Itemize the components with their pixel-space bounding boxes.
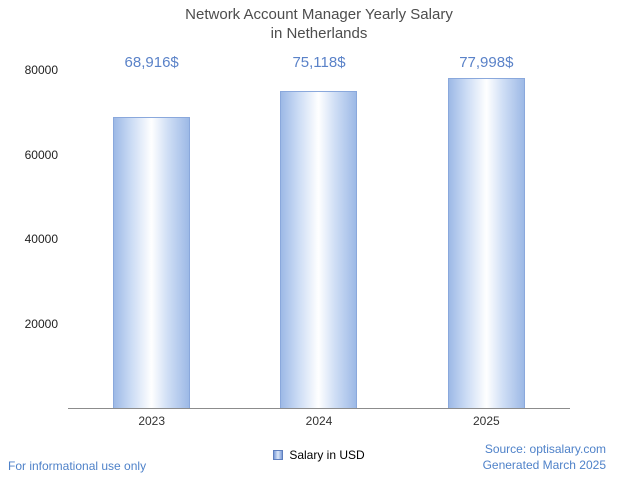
bar-value-label-2024: 75,118$	[292, 54, 346, 71]
y-tick-80000: 80000	[24, 63, 58, 77]
legend: Salary in USD	[68, 448, 570, 462]
bar-slot-2023	[68, 70, 235, 408]
x-label-2025: 2025	[472, 414, 500, 428]
bar-2025	[447, 78, 525, 408]
bar-slot-2025	[403, 70, 570, 408]
chart-title: Network Account Manager Yearly Salary in…	[0, 6, 638, 44]
footer-generated: Generated March 2025	[482, 458, 606, 472]
bar-value-label-2023: 68,916$	[124, 54, 179, 71]
chart-title-line-2: in Netherlands	[270, 24, 368, 42]
bar-value-labels: 68,916$ 75,118$ 77,998$	[68, 54, 570, 74]
bar-value-label-2025: 77,998$	[459, 54, 514, 71]
chart-title-line-1: Network Account Manager Yearly Salary	[185, 6, 453, 23]
footer-source: Source: optisalary.com	[484, 442, 606, 456]
plot-area	[68, 70, 570, 409]
y-axis: 20000 40000 60000 80000	[0, 63, 62, 408]
bar-2023	[113, 116, 191, 408]
x-axis-labels: 2023 2024 2025	[68, 414, 570, 428]
bar-slot-2024	[235, 70, 402, 408]
bar-2024	[280, 90, 358, 408]
legend-swatch-icon	[273, 450, 284, 460]
x-label-2023: 2023	[138, 414, 166, 428]
legend-label: Salary in USD	[289, 448, 365, 462]
footer-source-block: Source: optisalary.com Generated March 2…	[483, 441, 606, 473]
y-tick-40000: 40000	[24, 232, 58, 246]
y-tick-20000: 20000	[24, 316, 58, 331]
y-tick-60000: 60000	[24, 147, 58, 162]
footer-disclaimer: For informational use only	[8, 459, 147, 473]
x-label-2024: 2024	[305, 414, 333, 428]
